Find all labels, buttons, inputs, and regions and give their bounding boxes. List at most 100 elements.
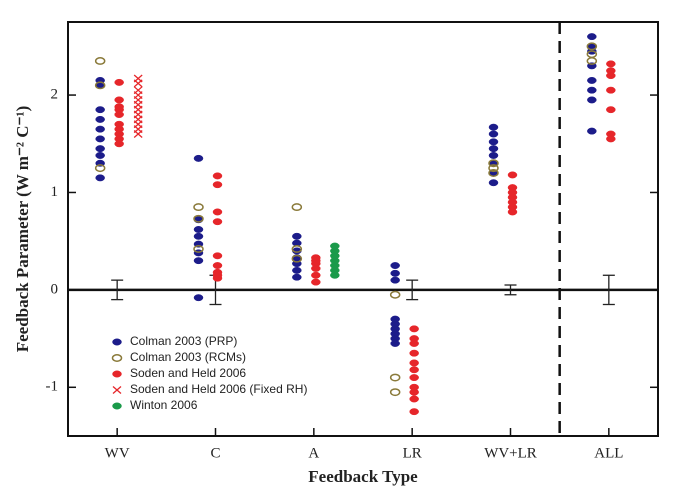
x-tick-label: A <box>308 445 319 461</box>
legend-marker <box>112 338 122 346</box>
dot <box>606 86 616 94</box>
dot <box>212 218 223 226</box>
dot <box>390 276 400 284</box>
dot <box>95 125 105 133</box>
dot <box>586 42 598 51</box>
legend-label: Colman 2003 (RCMs) <box>130 350 246 364</box>
dot <box>409 408 419 416</box>
dot <box>390 262 400 269</box>
plot-frame <box>67 21 659 437</box>
dot <box>95 106 105 114</box>
dot <box>193 232 204 240</box>
dot <box>390 269 400 277</box>
dot <box>409 340 419 347</box>
dot <box>193 257 204 265</box>
dot <box>212 262 223 269</box>
dot <box>193 154 204 162</box>
error-bar <box>111 279 124 301</box>
dot <box>193 203 204 212</box>
dot <box>409 395 419 403</box>
x-tick-label: WV+LR <box>484 445 537 461</box>
dot <box>114 78 124 86</box>
legend-label: Soden and Held 2006 (Fixed RH) <box>130 382 307 396</box>
y-tick-label: -1 <box>46 379 59 395</box>
dot <box>488 164 499 173</box>
dot <box>488 130 499 138</box>
dot <box>95 174 105 182</box>
legend-marker <box>112 402 122 410</box>
dot <box>193 294 204 302</box>
dot <box>95 115 105 123</box>
dot <box>488 159 499 168</box>
dot <box>587 76 597 84</box>
dot <box>114 96 124 104</box>
dot <box>587 86 597 94</box>
dot <box>291 203 303 212</box>
dot <box>586 57 598 65</box>
dot <box>114 140 124 148</box>
y-tick-label: 0 <box>51 281 59 297</box>
dot <box>292 273 302 281</box>
dot <box>330 271 340 279</box>
x-tick-label: WV <box>105 445 130 461</box>
error-bar <box>406 279 419 301</box>
dot <box>292 232 302 240</box>
dot <box>409 366 419 374</box>
dot <box>212 252 223 260</box>
dot <box>133 130 143 139</box>
dot <box>193 226 204 233</box>
dot <box>291 245 303 253</box>
dot <box>291 254 303 263</box>
dot <box>95 135 105 143</box>
dot <box>193 214 204 223</box>
legend-marker <box>111 354 123 362</box>
dot <box>409 325 419 333</box>
dot <box>94 81 106 90</box>
error-bar <box>504 284 517 296</box>
dot <box>409 388 419 396</box>
dot <box>94 57 106 65</box>
x-tick-label: C <box>210 445 220 461</box>
dot <box>488 123 499 131</box>
dot <box>95 152 105 159</box>
y-axis-title: Feedback Parameter (W m⁻² C⁻¹) <box>13 106 32 353</box>
dot <box>311 278 321 286</box>
dot <box>409 359 419 367</box>
dot <box>94 164 106 173</box>
dot <box>409 349 419 357</box>
dot <box>95 145 105 153</box>
dot <box>311 271 321 279</box>
y-tick-label: 1 <box>51 184 59 200</box>
dot <box>212 172 223 180</box>
dot <box>507 171 518 179</box>
dot <box>587 127 597 135</box>
dot <box>133 79 143 88</box>
dot <box>587 33 597 41</box>
legend-marker <box>112 370 122 378</box>
dot <box>587 96 597 104</box>
x-tick-label: ALL <box>594 445 623 461</box>
dot <box>114 111 124 118</box>
dot <box>389 373 401 382</box>
legend-label: Winton 2006 <box>130 398 198 412</box>
legend-marker <box>112 386 122 394</box>
dot <box>488 138 499 146</box>
legend-label: Soden and Held 2006 <box>130 366 246 380</box>
dot <box>212 181 223 189</box>
dot <box>488 169 499 177</box>
dot <box>390 340 400 347</box>
dot <box>488 179 499 187</box>
legend-label: Colman 2003 (PRP) <box>130 334 237 348</box>
dot <box>193 245 204 253</box>
dot <box>389 290 401 299</box>
y-tick-label: 2 <box>51 86 59 102</box>
dot <box>292 266 302 274</box>
dot <box>606 106 616 114</box>
dot <box>507 208 518 216</box>
dot <box>488 145 499 153</box>
dot <box>606 72 616 80</box>
dot <box>488 152 499 159</box>
dot <box>606 135 616 143</box>
dot <box>212 208 223 216</box>
